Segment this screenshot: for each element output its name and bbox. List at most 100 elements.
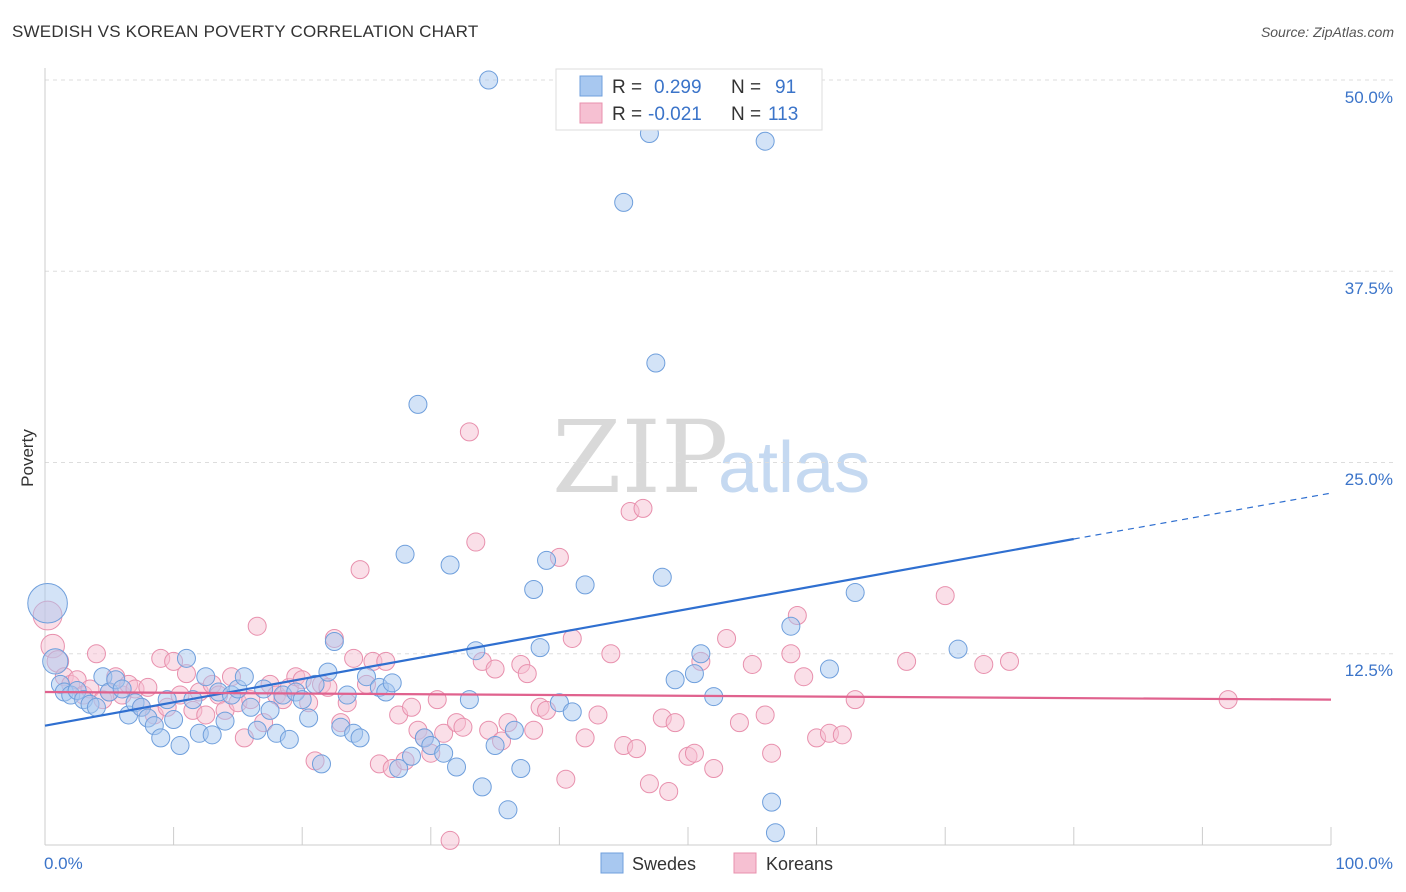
swedes-series (27, 70, 968, 843)
swedes-point (765, 823, 785, 843)
swedes-point (646, 353, 666, 373)
swedes-point (254, 679, 274, 699)
correlation-legend: R = 0.299 N = 91 R = -0.021 N = 113 (555, 68, 823, 131)
koreans-point (434, 723, 454, 743)
swedes-point (402, 746, 422, 766)
swedes-point (151, 728, 171, 748)
swedes-point (440, 555, 460, 575)
legend-n-value-swedes: 91 (775, 77, 796, 98)
legend-r-label-koreans: R = (612, 104, 642, 125)
legend-r-label-swedes: R = (612, 77, 642, 98)
legend-r-value-swedes: 0.299 (654, 77, 702, 98)
chart-title: SWEDISH VS KOREAN POVERTY CORRELATION CH… (12, 22, 479, 41)
koreans-point (466, 532, 486, 552)
koreans-trend-line (44, 690, 1332, 701)
koreans-point (524, 720, 544, 740)
swedes-point (691, 644, 711, 664)
swedes-point (234, 667, 254, 687)
bottom-legend-label-koreans: Koreans (766, 854, 833, 874)
swedes-point (459, 690, 479, 710)
swedes-point (948, 639, 968, 659)
swedes-point (176, 648, 196, 668)
koreans-point (627, 739, 647, 759)
y-tick-label-37-5: 37.5% (1345, 279, 1393, 298)
swedes-point (434, 743, 454, 763)
koreans-point (665, 713, 685, 733)
koreans-point (935, 586, 955, 606)
swedes-point (530, 638, 550, 658)
swedes-point (164, 710, 184, 730)
swedes-point (337, 685, 357, 705)
swedes-point (215, 711, 235, 731)
legend-n-label-swedes: N = (731, 77, 761, 98)
koreans-point (633, 498, 653, 518)
watermark-zip: ZIP (552, 399, 728, 516)
swedes-point (472, 777, 492, 797)
swedes-point (247, 720, 267, 740)
koreans-point (86, 644, 106, 664)
trend-lines (44, 492, 1332, 727)
y-tick-label-25: 25.0% (1345, 470, 1393, 489)
koreans-point (742, 654, 762, 674)
swedes-point (781, 616, 801, 636)
koreans-point (755, 705, 775, 725)
swedes-point (614, 192, 634, 212)
swedes-point (382, 673, 402, 693)
koreans-point (974, 654, 994, 674)
legend-r-value-koreans: -0.021 (648, 104, 702, 125)
koreans-point (247, 616, 267, 636)
bottom-legend-label-swedes: Swedes (632, 854, 696, 874)
koreans-point (459, 422, 479, 442)
swedes-point (684, 664, 704, 684)
koreans-point (485, 659, 505, 679)
koreans-point (897, 651, 917, 671)
swedes-point (562, 702, 582, 722)
koreans-point (402, 697, 422, 717)
chart-source: Source: ZipAtlas.com (1260, 24, 1394, 40)
koreans-point (350, 560, 370, 580)
koreans-point (781, 644, 801, 664)
swedes-trend-line (44, 537, 1074, 727)
koreans-point (704, 759, 724, 778)
swedes-point (524, 579, 544, 599)
swedes-point (575, 575, 595, 595)
y-axis-title: Poverty (18, 429, 37, 487)
koreans-point (832, 725, 852, 745)
legend-n-value-koreans: 113 (768, 104, 798, 125)
swedes-point (485, 736, 505, 756)
swedes-point (86, 697, 106, 717)
swedes-point (324, 632, 344, 652)
swedes-point (408, 394, 428, 414)
swedes-point (260, 700, 280, 720)
watermark-atlas: atlas (718, 428, 870, 508)
koreans-point (845, 690, 865, 710)
swedes-point (819, 659, 839, 679)
swedes-point (755, 131, 775, 151)
swedes-point (311, 754, 331, 774)
koreans-point (575, 728, 595, 748)
koreans-point (556, 769, 576, 789)
koreans-point (762, 743, 782, 763)
x-tick-label-min: 0.0% (44, 854, 83, 873)
swedes-point (498, 800, 518, 820)
swedes-point (504, 720, 524, 740)
bottom-legend-swatch-koreans (733, 852, 757, 874)
koreans-point (588, 705, 608, 725)
koreans-point (794, 667, 814, 687)
watermark: ZIP atlas (552, 399, 870, 516)
swedes-point (389, 759, 409, 778)
swedes-point (27, 582, 68, 624)
grid-lines (45, 79, 1393, 655)
swedes-point (112, 679, 132, 699)
legend-swatch-swedes (579, 75, 603, 97)
koreans-point (344, 648, 364, 668)
swedes-point (279, 729, 299, 749)
swedes-point (447, 757, 467, 777)
swedes-point (665, 670, 685, 690)
swedes-point (537, 550, 557, 570)
legend-n-label-koreans: N = (731, 104, 761, 125)
swedes-point (299, 708, 319, 728)
swedes-point (292, 690, 312, 710)
swedes-point (845, 583, 865, 603)
